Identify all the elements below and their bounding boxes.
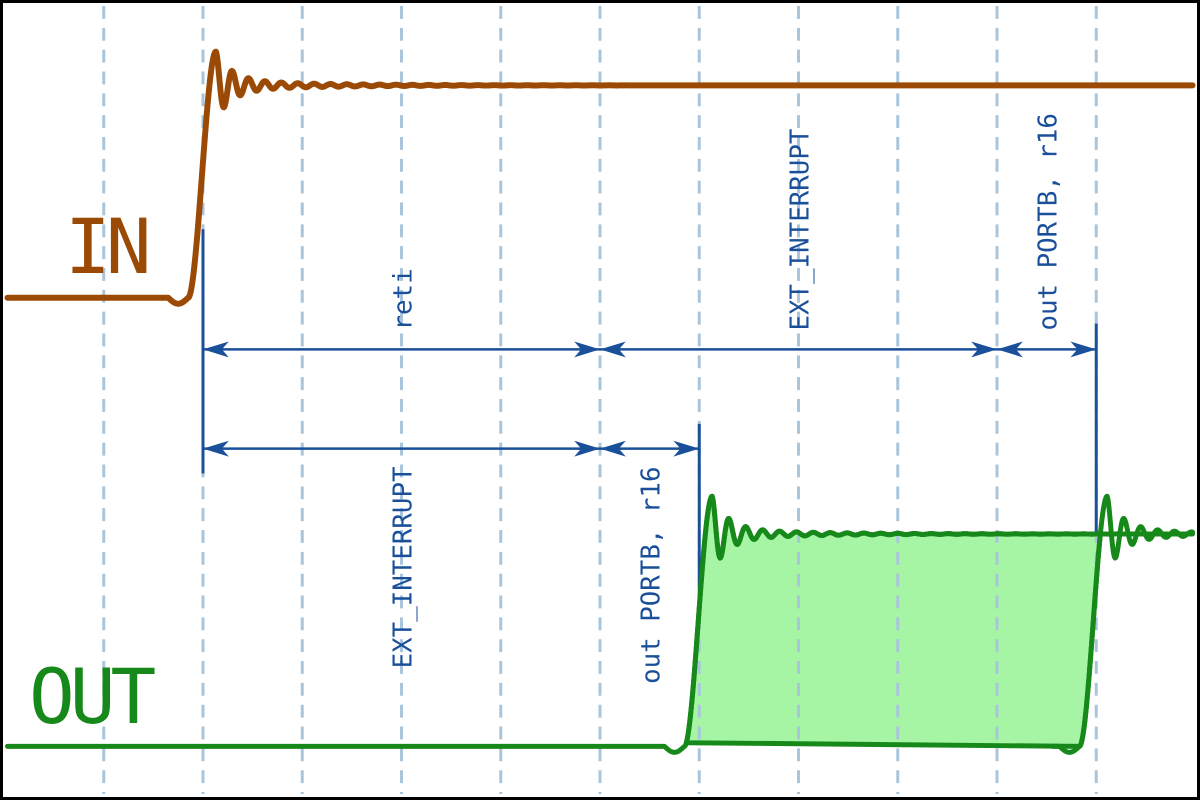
dimension-arrowhead (203, 440, 229, 457)
dimension-label-group: out PORTB, r16 (637, 466, 667, 683)
dimension-label: EXT_INTERRUPT (785, 129, 815, 331)
dimension-arrowhead (600, 341, 626, 358)
dimension-arrowhead (673, 440, 700, 457)
dimension-arrowhead (574, 341, 600, 358)
dimension-arrowhead (971, 341, 997, 358)
out-signal-label: OUT (29, 652, 156, 741)
dimension-label-group: out PORTB, r16 (1034, 113, 1064, 330)
dimension-label-group: reti (388, 268, 418, 330)
dimension-label: out PORTB, r16 (637, 466, 667, 683)
dimension-label-group: EXT_INTERRUPT (388, 466, 418, 668)
dimension-arrowhead (997, 341, 1023, 358)
in-signal-label: IN (65, 202, 151, 291)
dimension-label: EXT_INTERRUPT (388, 466, 418, 668)
dimension-arrowhead (203, 341, 229, 358)
dimension-arrowhead (1070, 341, 1097, 358)
dimension-label-group: EXT_INTERRUPT (785, 129, 815, 331)
dimension-arrowhead (574, 440, 600, 457)
out-second-edge-waveform (1050, 493, 1196, 755)
dimension-arrowhead (600, 440, 626, 457)
out-waveform (4, 493, 1196, 755)
in-waveform (4, 48, 1196, 307)
dimension-label: reti (388, 268, 418, 330)
dimension-label: out PORTB, r16 (1034, 113, 1064, 330)
timing-diagram-canvas: reti EXT_INTERRUPT out PORTB, r16EXT_INTER… (4, 5, 1196, 795)
